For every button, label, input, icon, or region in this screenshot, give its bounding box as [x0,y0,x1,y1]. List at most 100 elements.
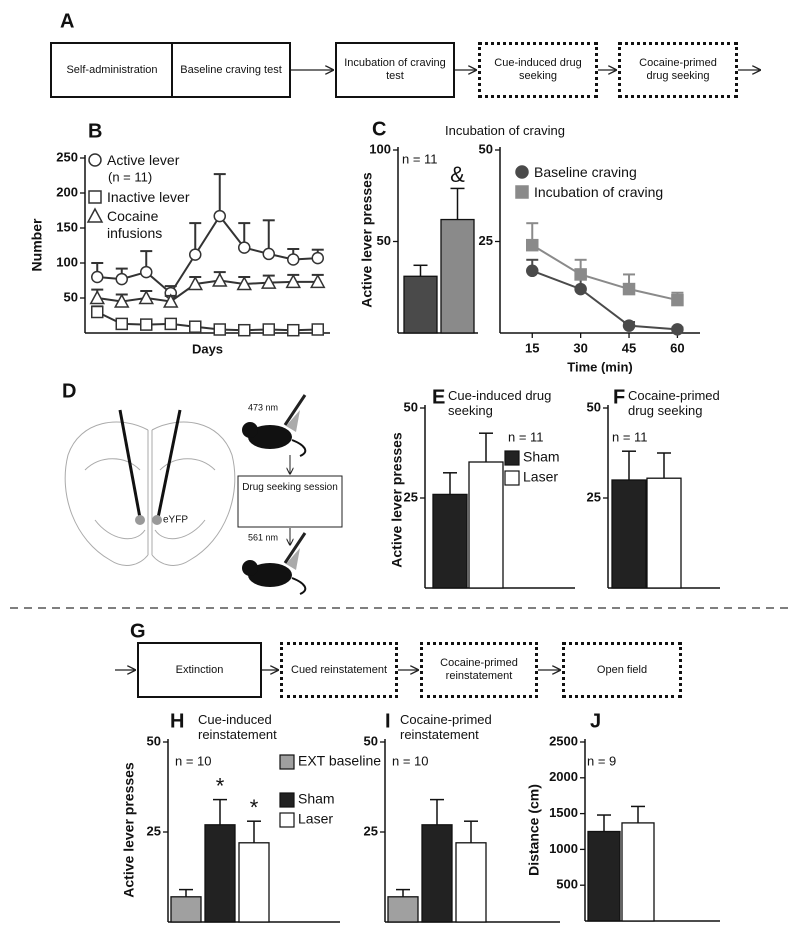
bar [238,842,270,923]
y-tick-label: 150 [56,219,78,234]
data-point [287,323,300,337]
annotation: n = 11 [402,151,438,166]
data-point [113,293,130,308]
annotation: n = 11 [612,429,648,444]
session-box [237,475,343,528]
data-point [91,270,104,284]
y-tick-label: 50 [479,141,493,156]
legend-marker [515,165,529,179]
series-line [97,279,318,303]
y-tick-label: 100 [56,254,78,269]
y-tick-label: 1000 [549,841,578,856]
data-point [287,253,300,266]
y-tick-label: 25 [147,823,161,838]
annotation: n = 10 [175,753,212,768]
y-tick-label: 25 [404,489,418,504]
y-tick-label: 25 [479,233,493,248]
fiber-label: eYFP [163,515,188,526]
flow-step: Cocaine-primed drug seeking [618,42,738,98]
bar [621,822,655,922]
legend-label: Incubation of craving [534,184,664,200]
panel-label: E [432,386,445,408]
data-point [236,275,253,291]
legend-label: Laser [298,811,333,827]
legend-label: EXT baseline [298,753,381,769]
flow-step: Cue-induced drug seeking [478,42,598,98]
panel-label: D [62,380,76,402]
chart-title: Incubation of craving [445,123,565,138]
brain-section [64,421,236,566]
data-point [671,323,684,336]
legend-label: Inactive lever [107,189,190,205]
x-tick-label: 45 [622,340,636,355]
panel-label: H [170,710,184,732]
flow-step: Cued reinstatement [280,642,398,698]
annotation: (n = 11) [108,169,152,184]
data-point [91,305,104,319]
chart-title: Cocaine-primed drug seeking [628,388,720,418]
x-axis-label: Days [192,341,223,356]
y-tick-label: 50 [147,733,161,748]
data-point [189,248,202,261]
legend-swatch [279,754,295,770]
data-point [574,282,587,296]
legend-marker [515,185,529,199]
x-tick-label: 30 [573,340,587,355]
series-line [96,311,318,332]
data-point [526,238,539,252]
session-label: Drug seeking session [242,482,338,493]
chart-title: Cue-induced drug seeking [448,388,552,418]
chart-title: Cue-induced reinstatement [198,712,277,742]
annotation: n = 9 [587,753,616,768]
optic-fiber [118,409,142,519]
data-point [238,241,251,254]
flow-step: Cocaine-primed reinstatement [420,642,538,698]
panel-label: I [385,710,391,732]
data-point [189,320,202,333]
data-point [89,289,106,305]
chart-title: Cocaine-primed reinstatement [400,712,492,742]
flow-step: Open field [562,642,682,698]
legend-marker [88,153,102,167]
x-axis-label: Time (min) [567,359,633,374]
legend-swatch [279,792,295,808]
legend-label: Baseline craving [534,164,637,180]
panel-label: F [613,386,625,408]
y-tick-label: 1500 [549,805,578,820]
rat-icon [242,394,307,457]
data-point [140,318,153,331]
rat-icon [242,532,307,595]
flow-step: Incubation of craving test [335,42,455,98]
data-point [164,317,177,331]
panel-label: A [60,10,74,32]
data-point [671,293,684,307]
legend-swatch [279,812,295,828]
data-point [140,265,153,279]
bar [403,275,438,334]
data-point [138,289,155,305]
bar [421,824,453,923]
y-tick-label: 25 [364,823,378,838]
series-line [97,214,318,295]
annotation: n = 10 [392,753,429,768]
data-point [311,323,324,336]
data-point [115,317,128,331]
legend-label: Sham [523,449,560,465]
flow-step: Extinction [137,642,262,698]
data-point [622,319,636,332]
data-point [574,268,587,281]
flow-step: Self-administration [50,42,174,98]
data-point [211,272,228,287]
panel-label: J [590,710,601,732]
y-tick-label: 50 [364,733,378,748]
bar [455,842,487,923]
bar-annotation: & [450,162,465,187]
series-line [531,244,678,302]
bar [587,830,621,922]
bar-annotation: * [216,773,225,798]
data-point [309,273,326,289]
legend-marker [88,190,102,204]
bar [611,479,647,589]
